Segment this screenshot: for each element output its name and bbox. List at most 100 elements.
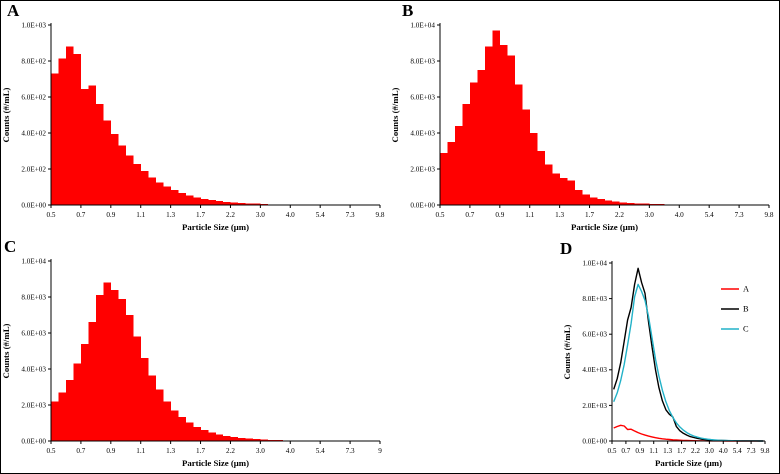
- x-tick-label: 7.3: [346, 447, 355, 455]
- x-axis-title: Particle Size (μm): [182, 458, 249, 468]
- histogram-bar: [237, 203, 246, 205]
- panel-c: C 0.0E+00 2.0E+03 4.0E+03 6.0E+03 8.0E+03 1.0…: [1, 237, 390, 473]
- histogram-bar: [604, 200, 613, 205]
- histogram-bar: [148, 375, 156, 441]
- x-tick-label: 0.7: [621, 447, 630, 455]
- histogram-bar: [447, 142, 456, 205]
- series-line-c: [613, 283, 764, 442]
- histogram-bar: [163, 186, 171, 205]
- x-tick-label: 2.2: [226, 211, 235, 219]
- x-tick-label: 1.7: [196, 447, 205, 455]
- histogram-bar: [611, 201, 620, 205]
- histogram-bar: [522, 109, 530, 205]
- histogram-bar: [118, 298, 127, 441]
- histogram-bar: [193, 197, 201, 205]
- x-tick-label: 0.9: [106, 211, 115, 219]
- histogram-bar: [95, 295, 104, 441]
- histogram-bar: [80, 88, 89, 205]
- histogram-bar: [484, 46, 493, 205]
- x-axis-title: Particle Size (μm): [655, 458, 722, 468]
- x-tick-label: 3.0: [705, 447, 714, 455]
- histogram-bar: [245, 203, 254, 205]
- histogram-bar: [537, 151, 545, 205]
- y-tick-label: 6.0E+03: [410, 93, 435, 101]
- chart-d-line-comparison: 0.0E+00 2.0E+03 4.0E+03 6.0E+03 8.0E+03 1.0E+…: [562, 259, 770, 468]
- histogram-bar: [170, 410, 179, 441]
- histogram-bar: [103, 120, 112, 205]
- y-tick-label: 6.0E+02: [21, 93, 46, 101]
- histogram-bar: [125, 155, 134, 205]
- x-tick-label: 9.8: [765, 211, 774, 219]
- histogram-bar: [589, 197, 598, 205]
- histogram-bar: [103, 282, 112, 441]
- histogram-bar: [140, 358, 149, 441]
- panel-d-label: D: [560, 239, 573, 258]
- y-tick-label: 8.0E+03: [21, 293, 46, 301]
- x-tick-label: 4.0: [286, 447, 295, 455]
- x-tick-label: 1.7: [585, 211, 594, 219]
- histogram-bar: [215, 201, 224, 205]
- x-tick-label: 0.7: [76, 211, 85, 219]
- chart-a-histogram: 0.0E+00 2.0E+02 4.0E+02 6.0E+02 8.0E+02 1.0E+…: [1, 21, 385, 232]
- panel-c-label: C: [4, 237, 17, 256]
- histogram-bar: [200, 430, 209, 441]
- x-tick-label: 9: [378, 447, 382, 455]
- histogram-bar: [148, 177, 156, 205]
- histogram-bar: [155, 182, 164, 205]
- histogram-bar: [133, 336, 141, 441]
- x-axis-title: Particle Size (μm): [182, 222, 249, 232]
- y-tick-label: 2.0E+03: [21, 401, 46, 409]
- histogram-bar: [641, 203, 650, 205]
- histogram-bar: [163, 401, 171, 441]
- histogram-bar: [178, 192, 186, 205]
- histogram-bar: [462, 104, 471, 205]
- x-tick-label: 1.1: [136, 211, 145, 219]
- x-tick-label: 3.0: [256, 447, 265, 455]
- x-tick-label: 1.3: [555, 211, 564, 219]
- x-tick-label: 1.3: [166, 211, 175, 219]
- panel-b: B 0.0E+00 2.0E+03 4.0E+03 6.0E+03 8.0E+03 1.0…: [390, 1, 779, 237]
- histogram-bar: [477, 70, 486, 205]
- histogram-bar: [260, 439, 269, 441]
- x-tick-label: 2.2: [226, 447, 235, 455]
- y-tick-label: 0.0E+00: [582, 437, 607, 445]
- histogram-bar: [118, 145, 127, 205]
- x-tick-label: 1.1: [136, 447, 145, 455]
- y-tick-label: 0.0E+00: [21, 437, 46, 445]
- histogram-bar: [58, 392, 67, 441]
- histogram-bar: [574, 190, 583, 205]
- histogram-bar: [267, 439, 276, 441]
- y-tick-label: 1.0E+04: [410, 21, 435, 29]
- histogram-bar: [252, 203, 261, 205]
- histogram-bar: [230, 437, 239, 441]
- y-tick-label: 8.0E+03: [582, 295, 607, 303]
- histogram-bar: [155, 389, 164, 441]
- x-tick-label: 4.0: [286, 211, 295, 219]
- histogram-bar: [559, 178, 568, 205]
- y-tick-label: 1.0E+04: [582, 259, 607, 267]
- histogram-bar: [140, 171, 149, 205]
- panel-b-label: B: [402, 1, 414, 20]
- histogram-bar: [110, 289, 119, 441]
- legend-label-b: B: [743, 305, 749, 314]
- histogram-bar: [492, 30, 501, 206]
- x-tick-label: 2.2: [615, 211, 624, 219]
- panel-a: A 0.0E+00 2.0E+02 4.0E+02 6.0E+02 8.0E+02 1.0…: [1, 1, 390, 237]
- y-axis-title: Counts (#/mL): [1, 323, 11, 378]
- histogram-bar: [215, 434, 224, 441]
- x-tick-label: 1.3: [663, 447, 672, 455]
- y-axis-title: Counts (#/mL): [390, 87, 400, 142]
- x-tick-label: 3.0: [256, 211, 265, 219]
- x-tick-label: 9.8: [376, 211, 385, 219]
- histogram-bar: [469, 82, 478, 205]
- y-tick-label: 0.0E+00: [21, 201, 46, 209]
- y-tick-label: 2.0E+03: [582, 402, 607, 410]
- y-axis-title: Counts (#/mL): [1, 87, 11, 142]
- histogram-bar: [499, 44, 508, 205]
- y-tick-label: 2.0E+02: [21, 165, 46, 173]
- histogram-bar: [125, 315, 134, 441]
- y-tick-label: 4.0E+02: [21, 129, 46, 137]
- y-tick-label: 1.0E+03: [21, 21, 46, 29]
- y-tick-label: 8.0E+03: [410, 57, 435, 65]
